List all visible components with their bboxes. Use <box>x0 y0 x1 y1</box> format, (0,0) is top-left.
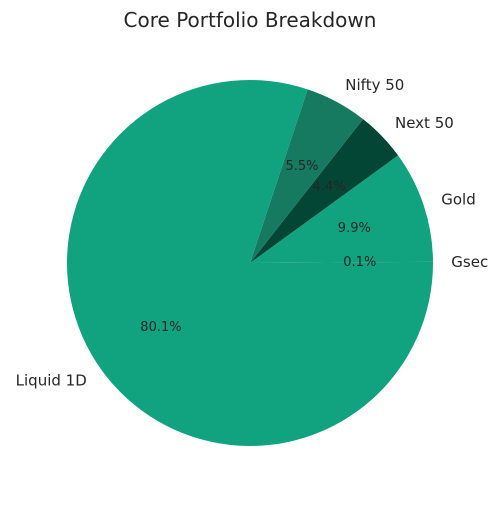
slice-percent-gold: 9.9% <box>338 221 371 236</box>
slice-label-next-50: Next 50 <box>395 114 454 132</box>
slice-percent-nifty-50: 5.5% <box>285 159 318 174</box>
slice-percent-next-50: 4.4% <box>313 179 346 194</box>
slice-label-gsec: Gsec <box>451 253 488 271</box>
slice-percent-gsec: 0.1% <box>343 255 376 270</box>
pie-slices <box>66 79 434 446</box>
pie-labels: Gsec 0.1% Gold 9.9% Next 50 4.4% Nifty 50 5.5% L… <box>16 76 489 389</box>
chart-title: Core Portfolio Breakdown <box>124 8 377 32</box>
pie-slice-gsec <box>250 261 433 263</box>
pie-slice-nifty-50 <box>250 89 364 264</box>
slice-label-nifty-50: Nifty 50 <box>345 76 404 94</box>
pie-slice-next-50 <box>250 119 399 263</box>
slice-percent-liquid-1d: 80.1% <box>140 320 181 335</box>
slice-label-liquid-1d: Liquid 1D <box>16 371 87 389</box>
pie-slice-liquid-1d <box>66 79 434 446</box>
pie-slice-gold <box>250 155 433 263</box>
slice-label-gold: Gold <box>441 191 476 209</box>
